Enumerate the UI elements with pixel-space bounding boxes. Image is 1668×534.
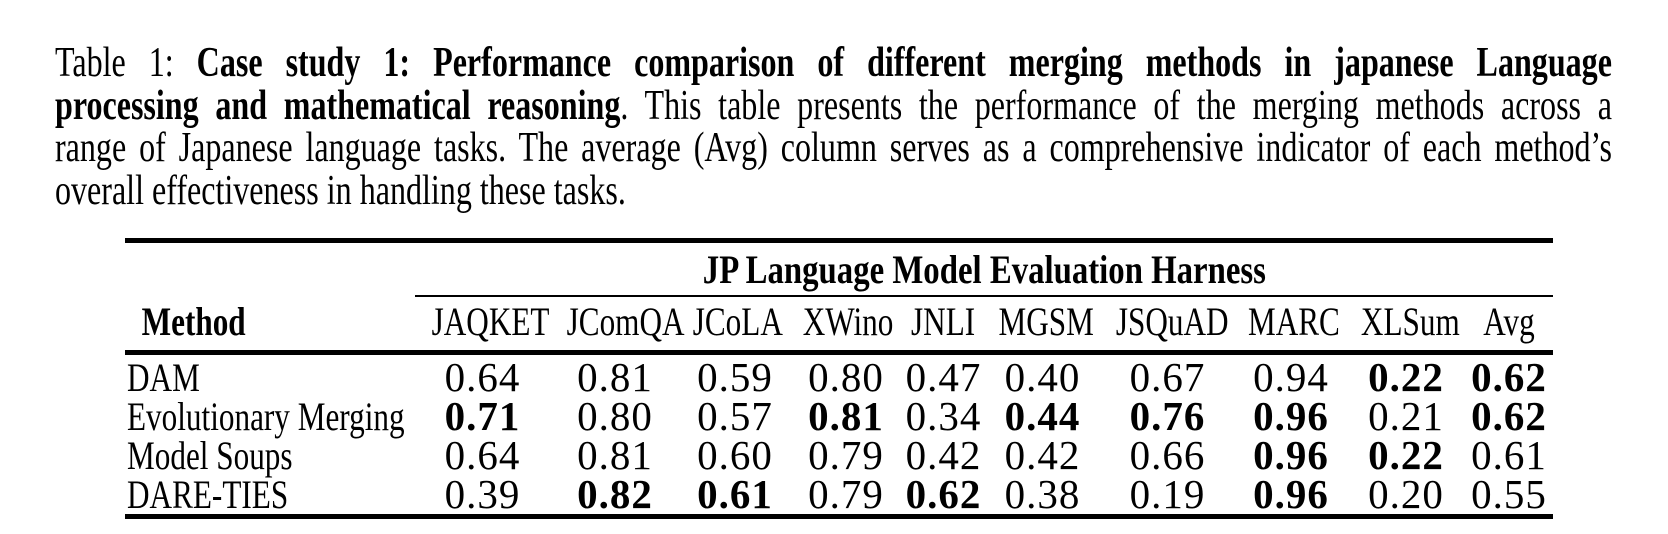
value-cell: 0.61 bbox=[680, 474, 790, 519]
column-header-label: MARC bbox=[1247, 299, 1340, 344]
column-header-label: JAQKET bbox=[431, 299, 550, 344]
table-body: DAM 0.64 0.81 0.59 0.80 0.47 0.40 0.67 0.94 0.22 0… bbox=[125, 353, 1554, 519]
column-header: XLSum bbox=[1347, 296, 1465, 355]
value-cell: 0.96 bbox=[1235, 474, 1347, 519]
table-row: DARE-TIES 0.39 0.82 0.61 0.79 0.62 0.38 0.19 0.9… bbox=[125, 472, 1554, 519]
value-cell: 0.22 bbox=[1368, 432, 1444, 478]
column-header-label: JCoLA bbox=[692, 299, 783, 344]
column-header-method: Method bbox=[125, 296, 415, 355]
method-name-label: Model Soups bbox=[127, 433, 293, 478]
value-cell: 0.34 bbox=[905, 393, 982, 439]
caption-segment: . This table presents the performance of… bbox=[620, 82, 1612, 129]
column-header-label: JSQuAD bbox=[1115, 299, 1229, 344]
value-cell: 0.64 bbox=[444, 432, 521, 478]
table-row: Evolutionary Merging 0.71 0.80 0.57 0.81 0.34… bbox=[125, 393, 1553, 439]
caption-segment: overall effectiveness in handling these … bbox=[55, 167, 626, 214]
value-cell: 0.59 bbox=[697, 354, 773, 400]
value-cell: 0.40 bbox=[1004, 354, 1081, 400]
group-header-spacer bbox=[125, 238, 415, 296]
value-cell: 0.66 bbox=[1129, 432, 1206, 478]
caption-segment: range of Japanese language tasks. The av… bbox=[55, 125, 1612, 171]
column-header-label: XLSum bbox=[1360, 299, 1460, 344]
value-cell: 0.67 bbox=[1129, 354, 1206, 400]
value-cell: 0.94 bbox=[1253, 354, 1329, 400]
method-name-cell: DAM bbox=[125, 353, 415, 398]
column-header-label: MGSM bbox=[998, 299, 1094, 344]
table-row: DAM 0.64 0.81 0.59 0.80 0.47 0.40 0.67 0.94 0.22 0… bbox=[125, 353, 1553, 398]
column-header-label: Avg bbox=[1483, 299, 1535, 344]
column-header: JCoLA bbox=[680, 296, 790, 355]
value-cell: 0.62 bbox=[1471, 393, 1547, 439]
column-header: JAQKET bbox=[415, 296, 550, 355]
column-header: JSQuAD bbox=[1100, 296, 1235, 355]
value-cell: 0.81 bbox=[808, 393, 884, 439]
method-name-cell: Evolutionary Merging bbox=[125, 394, 415, 439]
column-header: Avg bbox=[1465, 296, 1554, 355]
group-header-row: JP Language Model Evaluation Harness bbox=[125, 238, 1554, 297]
caption-line: Table 1: Case study 1: Performance compa… bbox=[55, 42, 1612, 85]
value-cell: 0.42 bbox=[1004, 432, 1081, 478]
method-name-label: DARE-TIES bbox=[127, 472, 289, 517]
value-cell: 0.44 bbox=[1004, 393, 1081, 439]
column-header-label: XWino bbox=[802, 299, 894, 344]
method-name-label: DAM bbox=[127, 355, 200, 400]
column-header-label: JComQA bbox=[566, 299, 685, 344]
caption-segment: Table 1: bbox=[55, 40, 197, 86]
value-cell: 0.79 bbox=[790, 474, 902, 519]
value-cell: 0.80 bbox=[808, 354, 884, 400]
value-cell: 0.76 bbox=[1129, 393, 1206, 439]
value-cell: 0.62 bbox=[1471, 354, 1547, 400]
caption-bold-segment: Case study 1: Performance comparison of … bbox=[196, 40, 1612, 86]
caption-line: range of Japanese language tasks. The av… bbox=[55, 127, 1612, 170]
value-cell: 0.96 bbox=[1253, 432, 1329, 478]
caption-line: overall effectiveness in handling these … bbox=[55, 167, 1612, 214]
value-cell: 0.47 bbox=[905, 354, 982, 400]
value-cell: 0.55 bbox=[1465, 474, 1554, 519]
group-header-label: JP Language Model Evaluation Harness bbox=[702, 247, 1266, 292]
value-cell: 0.21 bbox=[1368, 393, 1444, 439]
value-cell: 0.81 bbox=[577, 432, 653, 478]
value-cell: 0.79 bbox=[808, 432, 884, 478]
caption-line: processing and mathematical reasoning. T… bbox=[55, 82, 1612, 129]
table-row: Model Soups 0.64 0.81 0.60 0.79 0.42 0.42 0.66 0… bbox=[125, 432, 1553, 478]
value-cell: 0.19 bbox=[1100, 474, 1235, 519]
column-header: JNLI bbox=[902, 296, 985, 355]
value-cell: 0.60 bbox=[697, 432, 773, 478]
results-table: JP Language Model Evaluation Harness Met… bbox=[125, 238, 1554, 519]
value-cell: 0.61 bbox=[1471, 432, 1547, 478]
table-header-row: Method JAQKET JComQA JCoLA XWino JNLI MGSM JSQ… bbox=[125, 296, 1554, 355]
column-header: XWino bbox=[790, 296, 902, 355]
group-header-cell: JP Language Model Evaluation Harness bbox=[415, 238, 1554, 297]
value-cell: 0.57 bbox=[697, 393, 773, 439]
value-cell: 0.22 bbox=[1368, 354, 1444, 400]
method-name-label: Evolutionary Merging bbox=[127, 394, 405, 439]
value-cell: 0.20 bbox=[1347, 474, 1465, 519]
value-cell: 0.80 bbox=[577, 393, 653, 439]
value-cell: 0.42 bbox=[905, 432, 982, 478]
column-header: MARC bbox=[1235, 296, 1347, 355]
method-name-cell: Model Soups bbox=[125, 433, 415, 478]
method-column-label: Method bbox=[141, 299, 246, 344]
column-header: MGSM bbox=[985, 296, 1100, 355]
value-cell: 0.96 bbox=[1253, 393, 1329, 439]
column-header: JComQA bbox=[550, 296, 685, 355]
caption-bold-segment: processing and mathematical reasoning bbox=[55, 82, 621, 129]
method-name-cell: DARE-TIES bbox=[125, 472, 415, 519]
value-cell: 0.38 bbox=[985, 474, 1100, 519]
value-cell: 0.39 bbox=[415, 474, 550, 519]
value-cell: 0.82 bbox=[550, 474, 680, 519]
value-cell: 0.62 bbox=[902, 474, 985, 519]
value-cell: 0.71 bbox=[444, 393, 521, 439]
value-cell: 0.64 bbox=[444, 354, 521, 400]
table-caption: Table 1: Case study 1: Performance compa… bbox=[55, 42, 1612, 212]
value-cell: 0.81 bbox=[577, 354, 653, 400]
column-header-label: JNLI bbox=[911, 299, 976, 344]
